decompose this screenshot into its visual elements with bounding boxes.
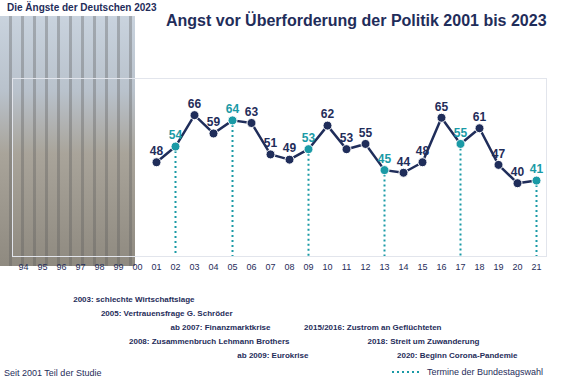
svg-text:40: 40 — [511, 165, 525, 179]
svg-text:48: 48 — [416, 144, 430, 158]
svg-text:2020: Beginn Corona-Pandemie: 2020: Beginn Corona-Pandemie — [397, 351, 518, 360]
svg-text:18: 18 — [474, 262, 484, 272]
svg-text:11: 11 — [342, 262, 351, 272]
svg-text:55: 55 — [359, 126, 373, 140]
svg-text:59: 59 — [207, 115, 221, 129]
svg-text:12: 12 — [360, 262, 370, 272]
svg-text:98: 98 — [94, 262, 104, 272]
svg-text:20: 20 — [512, 262, 522, 272]
svg-text:03: 03 — [189, 262, 199, 272]
svg-text:55: 55 — [454, 126, 468, 140]
svg-text:16: 16 — [436, 262, 446, 272]
svg-text:19: 19 — [493, 262, 503, 272]
svg-text:44: 44 — [397, 155, 411, 169]
svg-text:02: 02 — [170, 262, 180, 272]
svg-text:2008: Zusammenbruch Lehmann Br: 2008: Zusammenbruch Lehmann Brothers — [129, 337, 290, 346]
svg-text:45: 45 — [378, 152, 392, 166]
svg-text:08: 08 — [284, 262, 294, 272]
html-text:Die Ängste der Deutschen 2023: Die Ängste der Deutschen 2023 — [7, 2, 157, 13]
svg-text:2018: Streit um Zuwanderung: 2018: Streit um Zuwanderung — [367, 337, 479, 346]
svg-text:47: 47 — [492, 147, 506, 161]
svg-text:2015/2016: Zustrom an Geflücht: 2015/2016: Zustrom an Geflüchteten — [304, 323, 441, 332]
svg-text:94: 94 — [18, 262, 28, 272]
svg-text:54: 54 — [169, 128, 183, 142]
svg-text:48: 48 — [150, 144, 164, 158]
svg-text:65: 65 — [435, 100, 449, 114]
svg-text:17: 17 — [455, 262, 465, 272]
svg-text:51: 51 — [264, 136, 278, 150]
svg-text:53: 53 — [302, 131, 316, 145]
svg-text:15: 15 — [417, 262, 427, 272]
svg-text:10: 10 — [322, 262, 332, 272]
svg-text:62: 62 — [321, 107, 335, 121]
svg-text:00: 00 — [132, 262, 142, 272]
svg-text:04: 04 — [208, 262, 218, 272]
html-text:Termine der Bundestagswahl: Termine der Bundestagswahl — [427, 367, 544, 377]
svg-text:95: 95 — [37, 262, 47, 272]
svg-text:ab 2007: Finanzmarktkrise: ab 2007: Finanzmarktkrise — [170, 323, 271, 332]
svg-text:21: 21 — [531, 262, 541, 272]
svg-text:2005: Vertrauensfrage G. Schrö: 2005: Vertrauensfrage G. Schröder — [101, 309, 233, 318]
svg-text:96: 96 — [56, 262, 66, 272]
svg-text:06: 06 — [246, 262, 256, 272]
svg-text:41: 41 — [530, 162, 544, 176]
svg-text:09: 09 — [303, 262, 313, 272]
svg-text:64: 64 — [226, 102, 240, 116]
svg-text:63: 63 — [245, 105, 259, 119]
svg-text:ab 2009: Eurokrise: ab 2009: Eurokrise — [237, 351, 309, 360]
svg-text:05: 05 — [227, 262, 237, 272]
svg-text:2003: schlechte Wirtschaftslag: 2003: schlechte Wirtschaftslage — [73, 295, 195, 304]
svg-text:01: 01 — [151, 262, 161, 272]
svg-text:99: 99 — [113, 262, 123, 272]
svg-text:53: 53 — [340, 131, 354, 145]
svg-text:07: 07 — [265, 262, 275, 272]
html-text:Angst vor Überforderung der Po: Angst vor Überforderung der Politik 2001… — [166, 12, 547, 29]
svg-text:14: 14 — [398, 262, 408, 272]
svg-text:61: 61 — [473, 110, 487, 124]
svg-text:66: 66 — [188, 97, 202, 111]
svg-text:97: 97 — [75, 262, 85, 272]
svg-text:13: 13 — [379, 262, 389, 272]
svg-text:49: 49 — [283, 141, 297, 155]
html-text:Seit 2001 Teil der Studie: Seit 2001 Teil der Studie — [4, 368, 102, 378]
